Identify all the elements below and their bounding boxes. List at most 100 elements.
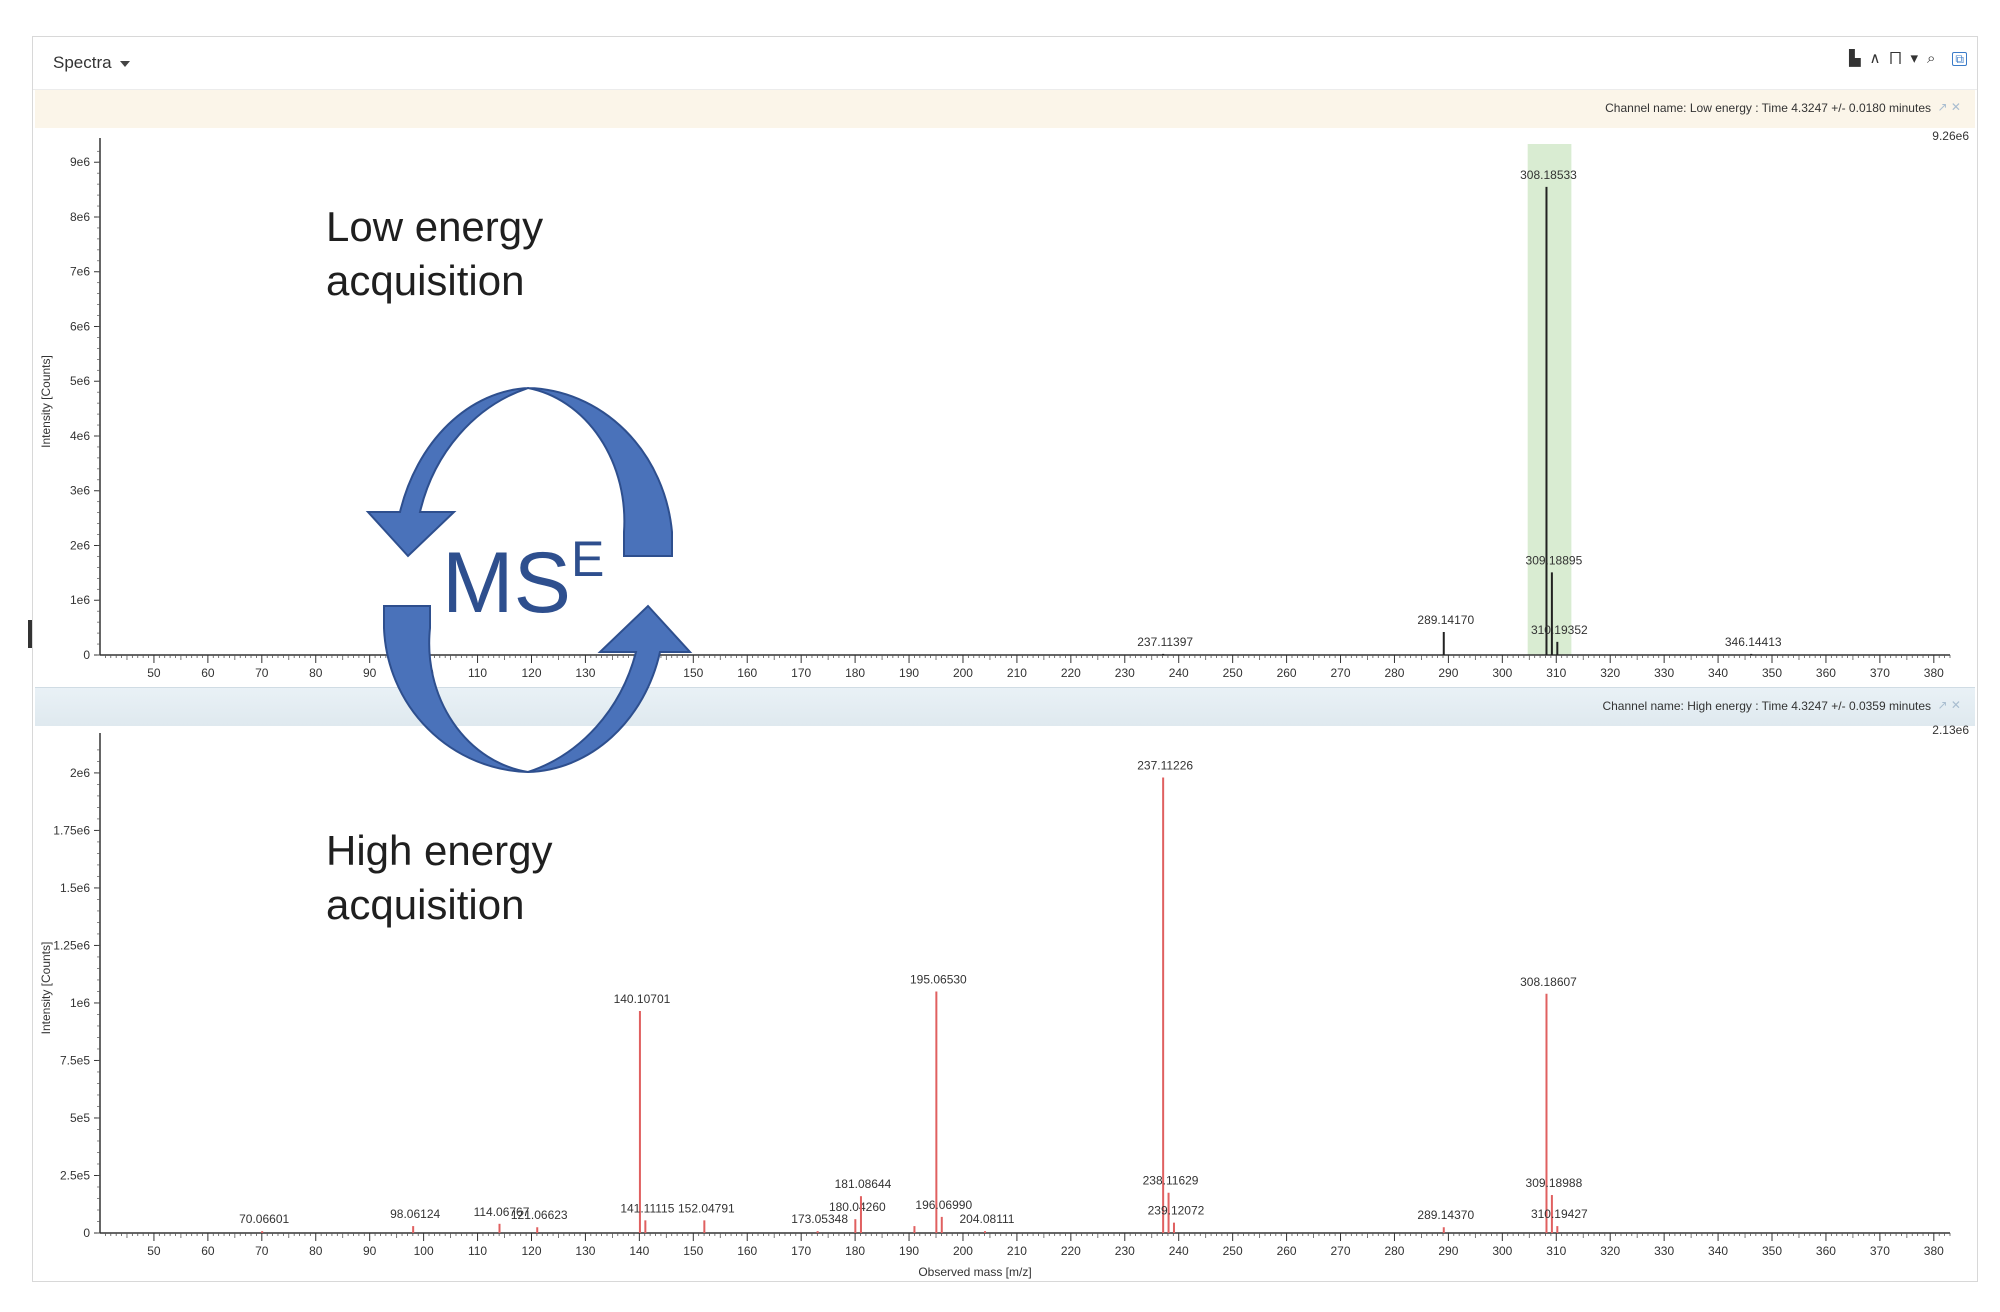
x-tick-label: 220 <box>1061 666 1081 680</box>
x-tick-label: 240 <box>1169 1244 1189 1258</box>
peak-label: 180.04260 <box>829 1200 886 1214</box>
peak-label: 310.19352 <box>1531 623 1588 637</box>
x-tick-label: 260 <box>1277 666 1297 680</box>
low-caption-line-1: Low energy <box>326 203 544 250</box>
peak-label: 173.05348 <box>791 1212 848 1226</box>
dropdown-icon[interactable]: ▾ <box>1910 50 1919 67</box>
mse-superscript: E <box>571 531 604 587</box>
x-tick-label: 190 <box>899 666 919 680</box>
x-tick-label: 380 <box>1924 666 1944 680</box>
y-tick-label: 2e6 <box>70 766 90 780</box>
peak-label: 239.12072 <box>1148 1204 1205 1218</box>
x-tick-label: 310 <box>1546 1244 1566 1258</box>
peak-label: 237.11397 <box>1137 635 1193 649</box>
x-tick-label: 300 <box>1492 1244 1512 1258</box>
link-windows-icon[interactable]: ⧉ <box>1952 51 1967 66</box>
x-tick-label: 200 <box>953 666 973 680</box>
x-tick-label: 90 <box>363 1244 377 1258</box>
x-tick-label: 350 <box>1762 1244 1782 1258</box>
x-tick-label: 200 <box>953 1244 973 1258</box>
x-tick-label: 170 <box>791 1244 811 1258</box>
x-tick-label: 290 <box>1438 666 1458 680</box>
low-channel-label: Channel name: Low energy : Time 4.3247 +… <box>1605 101 1931 115</box>
x-tick-label: 280 <box>1384 666 1404 680</box>
top-cycle-arrow-icon <box>365 386 673 558</box>
x-tick-label: 250 <box>1223 666 1243 680</box>
peak-label-icon[interactable]: ∧ <box>1869 50 1881 67</box>
x-tick-label: 220 <box>1061 1244 1081 1258</box>
pin-close-icon[interactable]: ↗ ✕ <box>1937 100 1961 114</box>
y-tick-label: 2.5e5 <box>60 1168 90 1182</box>
x-tick-label: 360 <box>1816 1244 1836 1258</box>
y-tick-label: 1e6 <box>70 996 90 1010</box>
x-tick-label: 280 <box>1384 1244 1404 1258</box>
x-tick-label: 340 <box>1708 1244 1728 1258</box>
x-tick-label: 130 <box>575 1244 595 1258</box>
x-tick-label: 170 <box>791 666 811 680</box>
window-edge-marker <box>28 620 32 648</box>
spectrum-window: Spectra ▙ ∧ ⨅ ▾ ⌕ ⧉ Channel name: Low en… <box>32 36 1978 1282</box>
mse-main: MS <box>442 535 571 631</box>
x-tick-label: 80 <box>309 1244 323 1258</box>
x-tick-label: 380 <box>1924 1244 1944 1258</box>
spectrum-plot-low: 5060708090100110120130140150160170180190… <box>39 138 1951 680</box>
y-tick-label: 5e5 <box>70 1111 90 1125</box>
x-tick-label: 70 <box>255 666 269 680</box>
spectra-dropdown[interactable]: Spectra <box>53 53 130 73</box>
peak-label: 309.18895 <box>1526 553 1583 567</box>
x-tick-label: 190 <box>899 1244 919 1258</box>
y-tick-label: 6e6 <box>70 319 90 333</box>
peak-label: 114.06767 <box>474 1205 530 1219</box>
x-tick-label: 160 <box>737 1244 757 1258</box>
high-energy-caption: High energy acquisition <box>326 824 552 932</box>
y-tick-label: 0 <box>83 648 90 662</box>
toolbar-tools: ▙ ∧ ⨅ ▾ ⌕ ⧉ <box>1849 51 1967 66</box>
x-tick-label: 180 <box>845 1244 865 1258</box>
zoom-icon[interactable]: ⌕ <box>1927 50 1936 67</box>
y-tick-label: 1.25e6 <box>53 938 90 952</box>
peak-label: 289.14170 <box>1417 613 1474 627</box>
selection-highlight <box>1527 144 1572 655</box>
bar-chart-icon[interactable]: ▙ <box>1848 50 1861 67</box>
peak-label: 152.04791 <box>678 1201 735 1215</box>
chevron-down-icon <box>119 61 130 67</box>
peak-label: 308.18607 <box>1520 975 1577 989</box>
toolbar: Spectra ▙ ∧ ⨅ ▾ ⌕ ⧉ <box>33 37 1977 90</box>
y-tick-label: 7e6 <box>70 265 90 279</box>
x-tick-label: 310 <box>1546 666 1566 680</box>
x-tick-label: 80 <box>309 666 323 680</box>
low-caption-line-2: acquisition <box>326 257 525 304</box>
x-tick-label: 70 <box>255 1244 269 1258</box>
x-tick-label: 230 <box>1115 666 1135 680</box>
y-axis-label: Intensity [Counts] <box>39 355 53 448</box>
x-tick-label: 210 <box>1007 1244 1027 1258</box>
y-tick-label: 1e6 <box>70 593 90 607</box>
mass-label-icon[interactable]: ⨅ <box>1889 50 1902 67</box>
x-tick-label: 250 <box>1223 1244 1243 1258</box>
peak-label: 141.11115 <box>620 1201 674 1215</box>
bottom-cycle-arrow-icon <box>383 604 693 774</box>
y-tick-label: 5e6 <box>70 374 90 388</box>
spectrum-plot-high: 50 60 70 80 90 100 110 120 130 140 150 160 170 180 190… <box>39 733 1951 1279</box>
x-tick-label: 100 <box>414 1244 434 1258</box>
peak-label: 70.06601 <box>239 1212 289 1226</box>
x-tick-label: 90 <box>363 666 377 680</box>
x-tick-label: 320 <box>1600 666 1620 680</box>
y-tick-label: 3e6 <box>70 484 90 498</box>
x-tick-label: 330 <box>1654 1244 1674 1258</box>
x-tick-label: 110 <box>468 1244 487 1258</box>
x-tick-label: 60 <box>201 1244 215 1258</box>
mse-label: MSE <box>442 531 604 631</box>
x-tick-label: 230 <box>1115 1244 1135 1258</box>
x-tick-label: 120 <box>521 1244 541 1258</box>
peak-label: 237.11226 <box>1137 759 1193 773</box>
pin-close-icon[interactable]: ↗ ✕ <box>1937 698 1961 712</box>
high-caption-line-2: acquisition <box>326 881 525 928</box>
x-tick-label: 350 <box>1762 666 1782 680</box>
x-tick-label: 300 <box>1492 666 1512 680</box>
x-tick-label: 320 <box>1600 1244 1620 1258</box>
y-tick-label: 8e6 <box>70 210 90 224</box>
x-tick-label: 50 <box>147 1244 161 1258</box>
x-tick-label: 50 <box>147 666 161 680</box>
x-tick-label: 60 <box>201 666 215 680</box>
